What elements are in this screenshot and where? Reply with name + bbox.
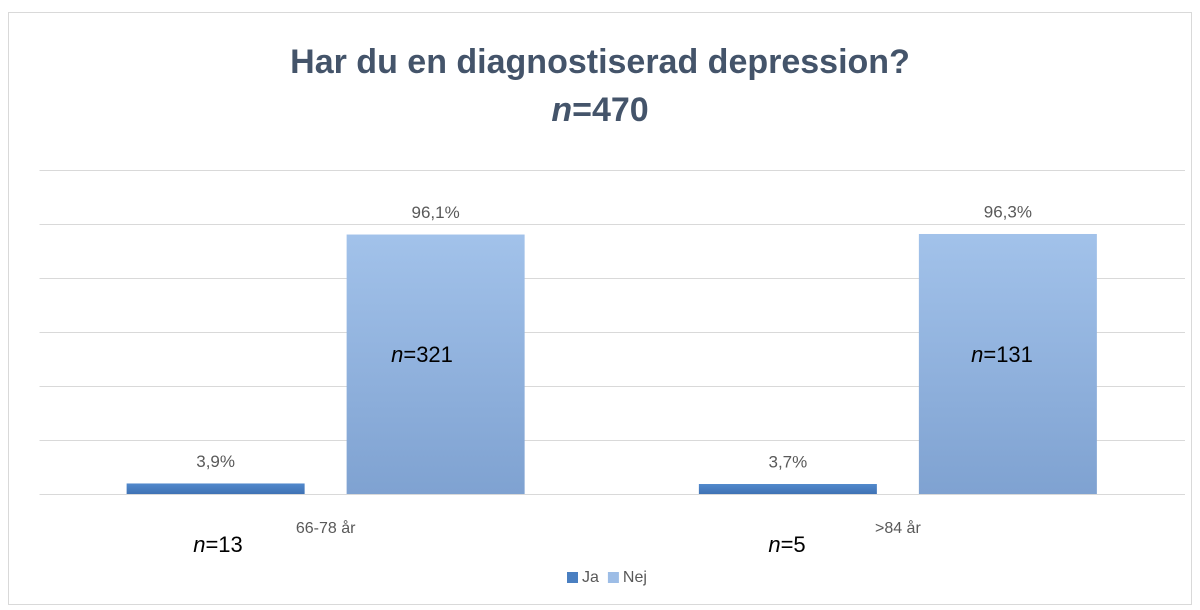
bar (126, 483, 305, 494)
chart-subtitle: n=470 (551, 91, 648, 129)
value-label: 3,7% (769, 452, 808, 471)
annotation: n=13 (193, 532, 243, 557)
x-tick-label: >84 år (875, 519, 921, 537)
legend-label: Ja (582, 569, 599, 586)
bar (918, 233, 1097, 495)
annotation: n=321 (391, 342, 453, 367)
x-tick-label: 66-78 år (296, 519, 356, 537)
value-label: 96,1% (412, 203, 460, 222)
bar (698, 484, 877, 494)
annotation: n=131 (971, 342, 1033, 367)
value-label: 96,3% (984, 202, 1032, 221)
value-label: 3,9% (196, 452, 235, 471)
annotation: n=5 (768, 532, 805, 557)
legend-label: Nej (623, 569, 647, 586)
chart-title: Har du en diagnostiserad depression? (290, 43, 910, 81)
legend-swatch (607, 572, 619, 583)
bar (346, 234, 525, 494)
legend-swatch (567, 572, 578, 583)
